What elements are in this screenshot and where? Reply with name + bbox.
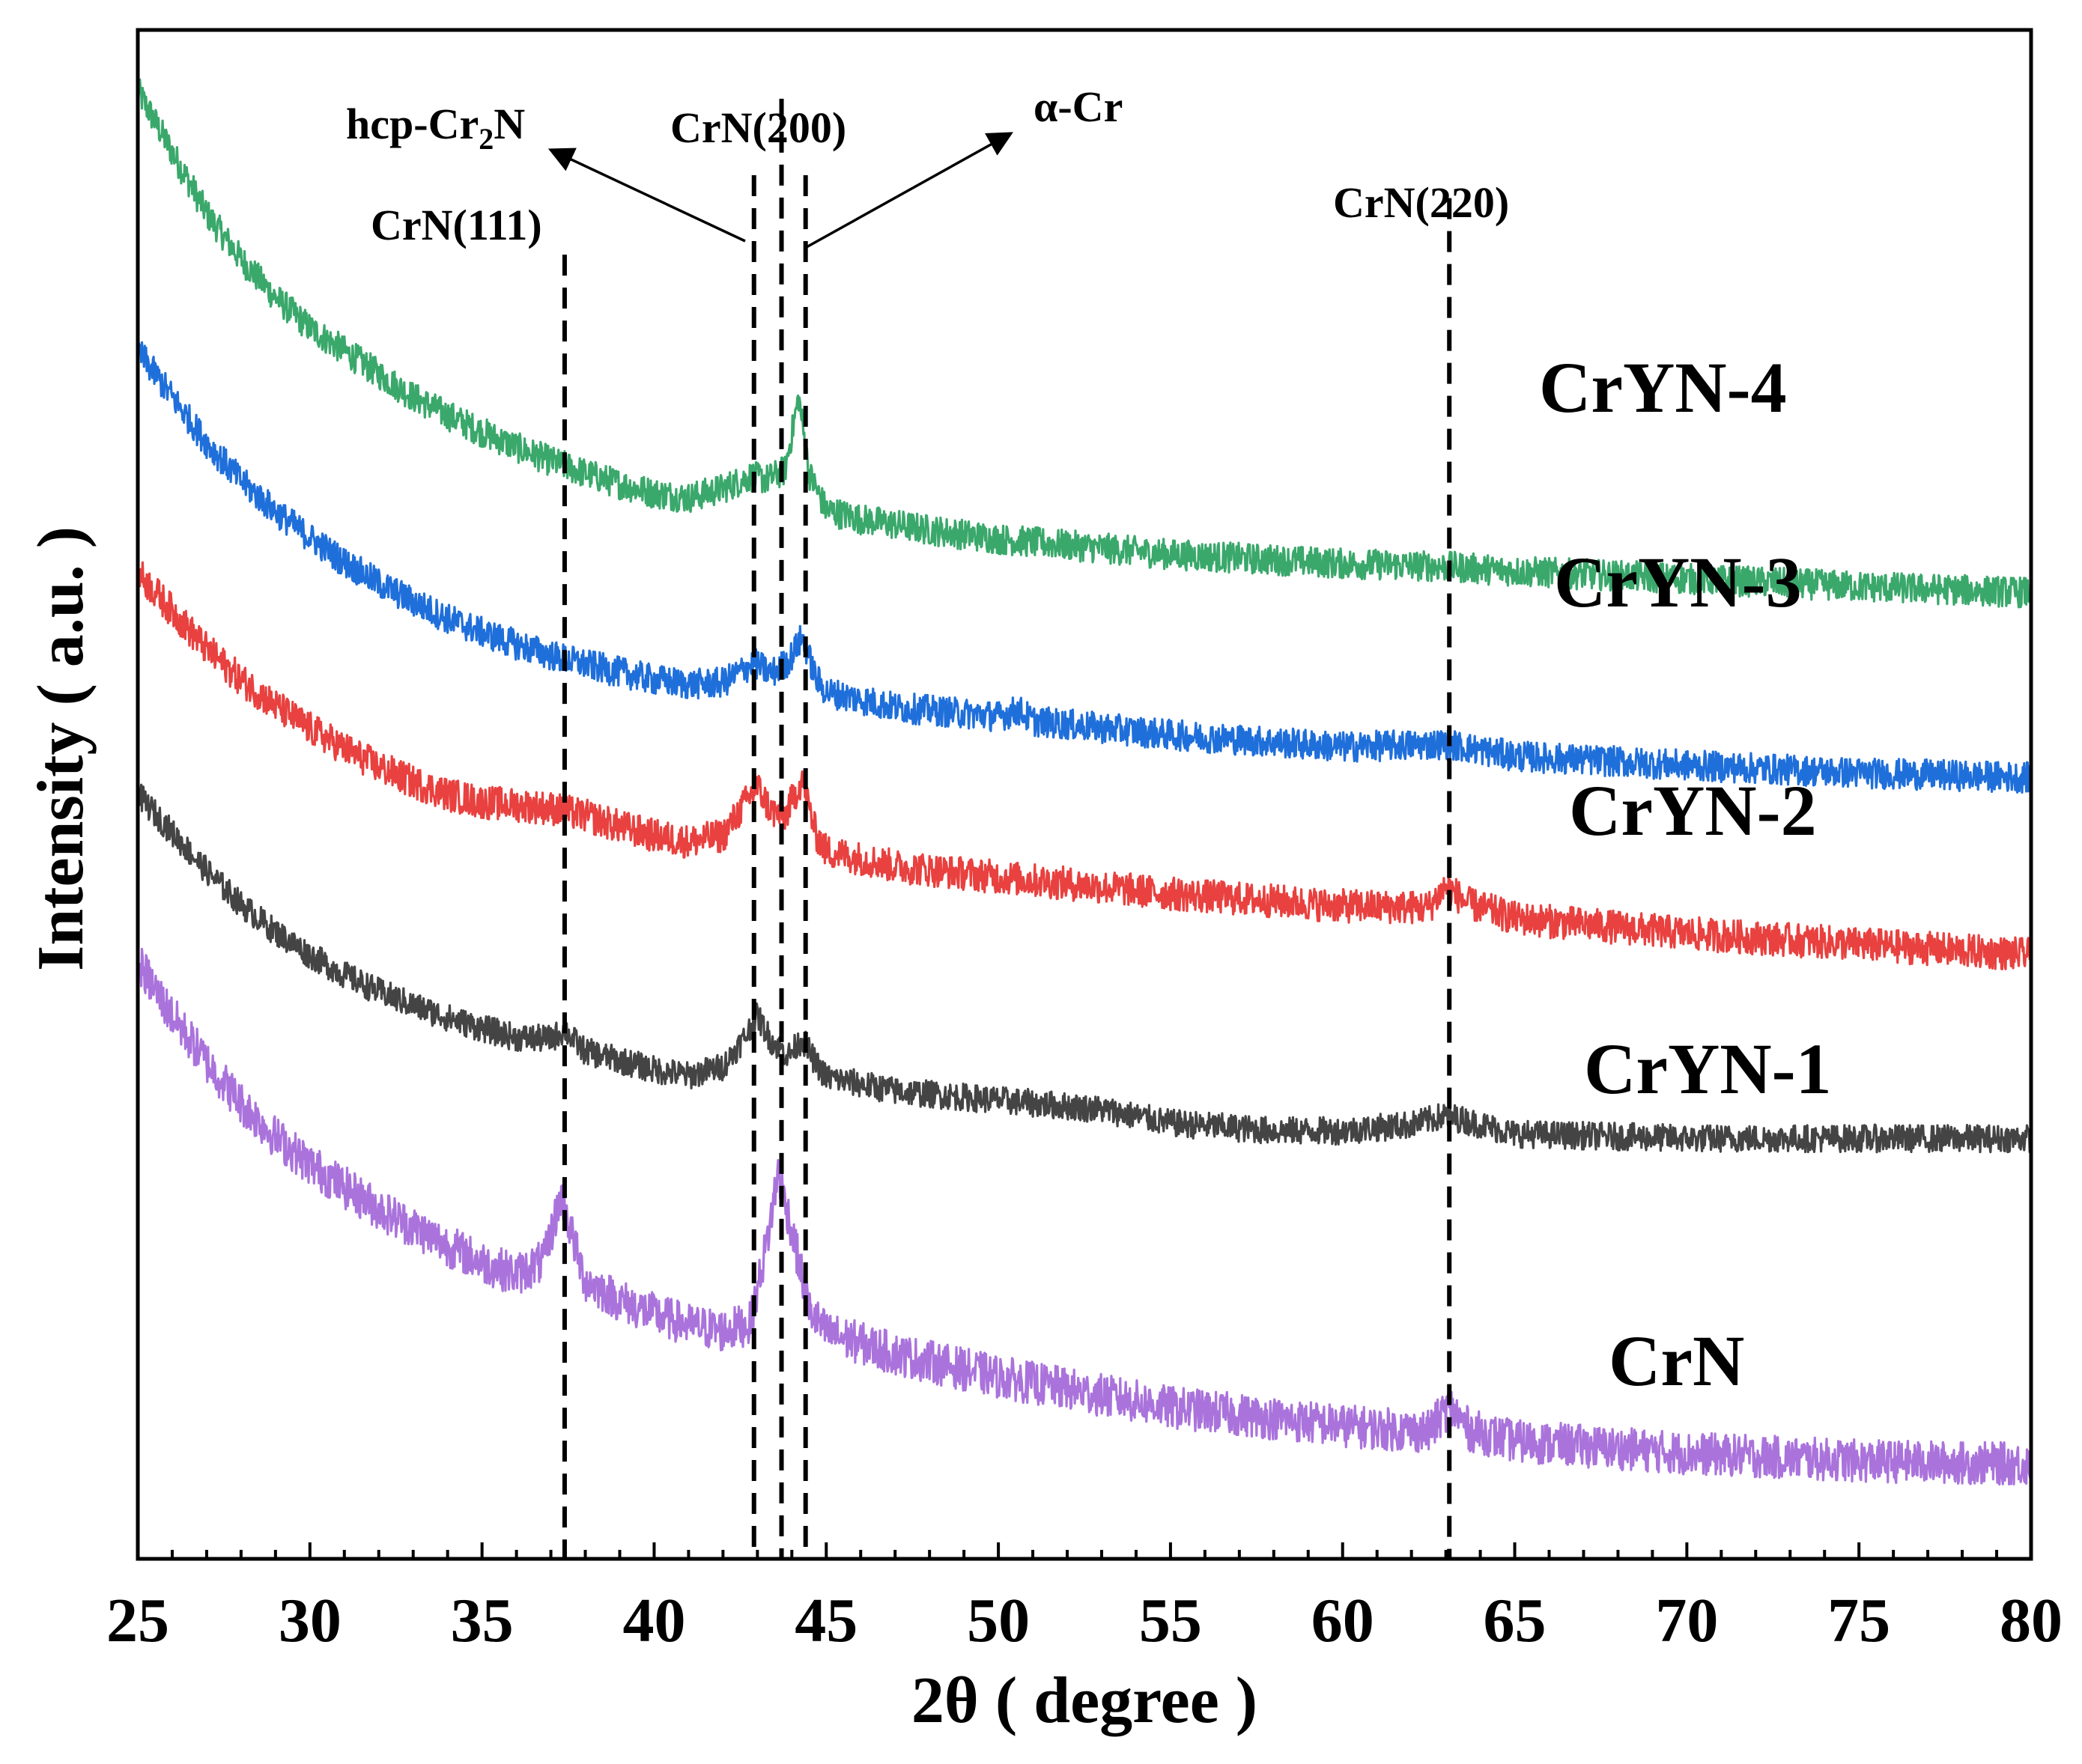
series-label-cryn3: CrYN-3: [1554, 542, 1802, 622]
series-label-cryn4: CrYN-4: [1539, 347, 1787, 428]
x-tick-label: 70: [1655, 1586, 1718, 1655]
x-tick-label: 25: [106, 1586, 169, 1655]
series-cryn-1-line: [138, 783, 2031, 1154]
peak-label-crn220: CrN(220): [1333, 178, 1509, 227]
x-tick-label: 50: [967, 1586, 1030, 1655]
peak-label-crn111: CrN(111): [371, 201, 542, 249]
series-cryn-2-line: [138, 561, 2031, 972]
arrow-hcp-cr2n: [547, 147, 746, 243]
series-label-cryn2: CrYN-2: [1569, 770, 1817, 851]
peak-label-hcp-cr2n: hcp-Cr2N: [346, 100, 525, 156]
x-tick-label: 40: [622, 1586, 685, 1655]
reference-lines: [562, 98, 1452, 1559]
x-tick-label: 75: [1827, 1586, 1890, 1655]
x-tick-label: 45: [795, 1586, 858, 1655]
x-tick-label: 30: [279, 1586, 342, 1655]
x-axis-ticks: 25 30 35 40 45 50 55 60 65 70 75 80: [106, 1542, 2063, 1655]
series-label-cryn1: CrYN-1: [1584, 1029, 1832, 1109]
series-crn-line: [138, 947, 2031, 1486]
plot-frame: [136, 28, 2033, 1561]
x-tick-label: 55: [1139, 1586, 1202, 1655]
series-cryn-4-line: [138, 78, 2031, 609]
series-cryn-3-line: [138, 335, 2031, 794]
peak-label-alpha-cr: α-Cr: [1034, 82, 1123, 131]
series-layer: [138, 78, 2031, 1486]
x-tick-label: 65: [1484, 1586, 1547, 1655]
arrow-alpha-cr: [806, 132, 1013, 249]
x-axis-title: 2θ ( degree ): [911, 1664, 1257, 1737]
peak-label-crn200: CrN(200): [670, 103, 846, 152]
x-tick-label: 35: [451, 1586, 514, 1655]
x-tick-label: 80: [2000, 1586, 2063, 1655]
x-tick-label: 60: [1311, 1586, 1374, 1655]
series-label-crn: CrN: [1609, 1321, 1744, 1401]
y-axis-title: Intensity ( a.u. ): [25, 526, 97, 971]
